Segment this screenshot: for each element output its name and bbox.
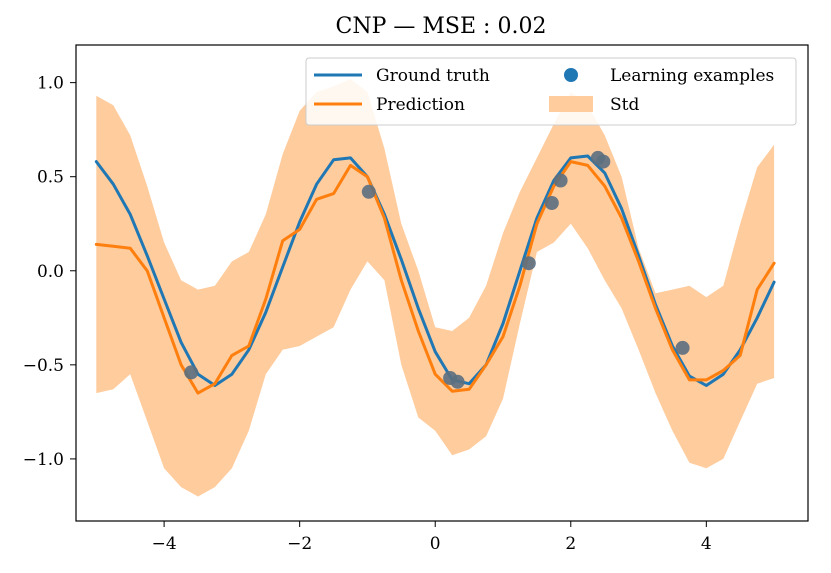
y-tick-label: −0.5 <box>23 356 64 376</box>
legend-swatch-learning-examples <box>564 68 578 82</box>
legend: Ground truth Learning examples Predictio… <box>305 57 797 126</box>
plot-area <box>94 78 776 497</box>
legend-label-ground-truth: Ground truth <box>376 66 490 86</box>
y-tick-label: 1.0 <box>37 74 64 94</box>
learning-example-point <box>184 365 199 380</box>
learning-example-point <box>596 154 611 169</box>
legend-label-learning-examples: Learning examples <box>610 66 774 86</box>
y-tick-label: 0.5 <box>37 168 64 188</box>
std-band <box>96 78 775 497</box>
x-tick-label: −4 <box>152 534 177 554</box>
learning-example-point <box>521 256 536 271</box>
y-axis: −1.0 −0.5 0.0 0.5 1.0 <box>23 74 76 470</box>
x-axis: −4 −2 0 2 4 <box>152 521 712 554</box>
learning-example-points <box>184 150 690 389</box>
legend-box <box>305 57 797 126</box>
x-tick-label: 0 <box>430 534 441 554</box>
legend-swatch-std <box>549 96 593 112</box>
learning-example-point <box>544 196 559 210</box>
x-tick-label: 4 <box>701 534 712 554</box>
x-tick-label: 2 <box>565 534 576 554</box>
chart-title: CNP — MSE : 0.02 <box>336 14 547 39</box>
axes-frame <box>75 44 809 522</box>
y-tick-label: 0.0 <box>37 262 64 282</box>
legend-label-std: Std <box>610 95 639 115</box>
learning-example-point <box>553 173 568 188</box>
learning-example-point <box>361 184 376 199</box>
learning-example-point <box>675 340 690 355</box>
legend-label-prediction: Prediction <box>376 95 465 115</box>
y-tick-label: −1.0 <box>23 450 64 470</box>
learning-example-point <box>450 374 465 389</box>
x-tick-label: −2 <box>287 534 312 554</box>
prediction-line <box>94 160 776 395</box>
